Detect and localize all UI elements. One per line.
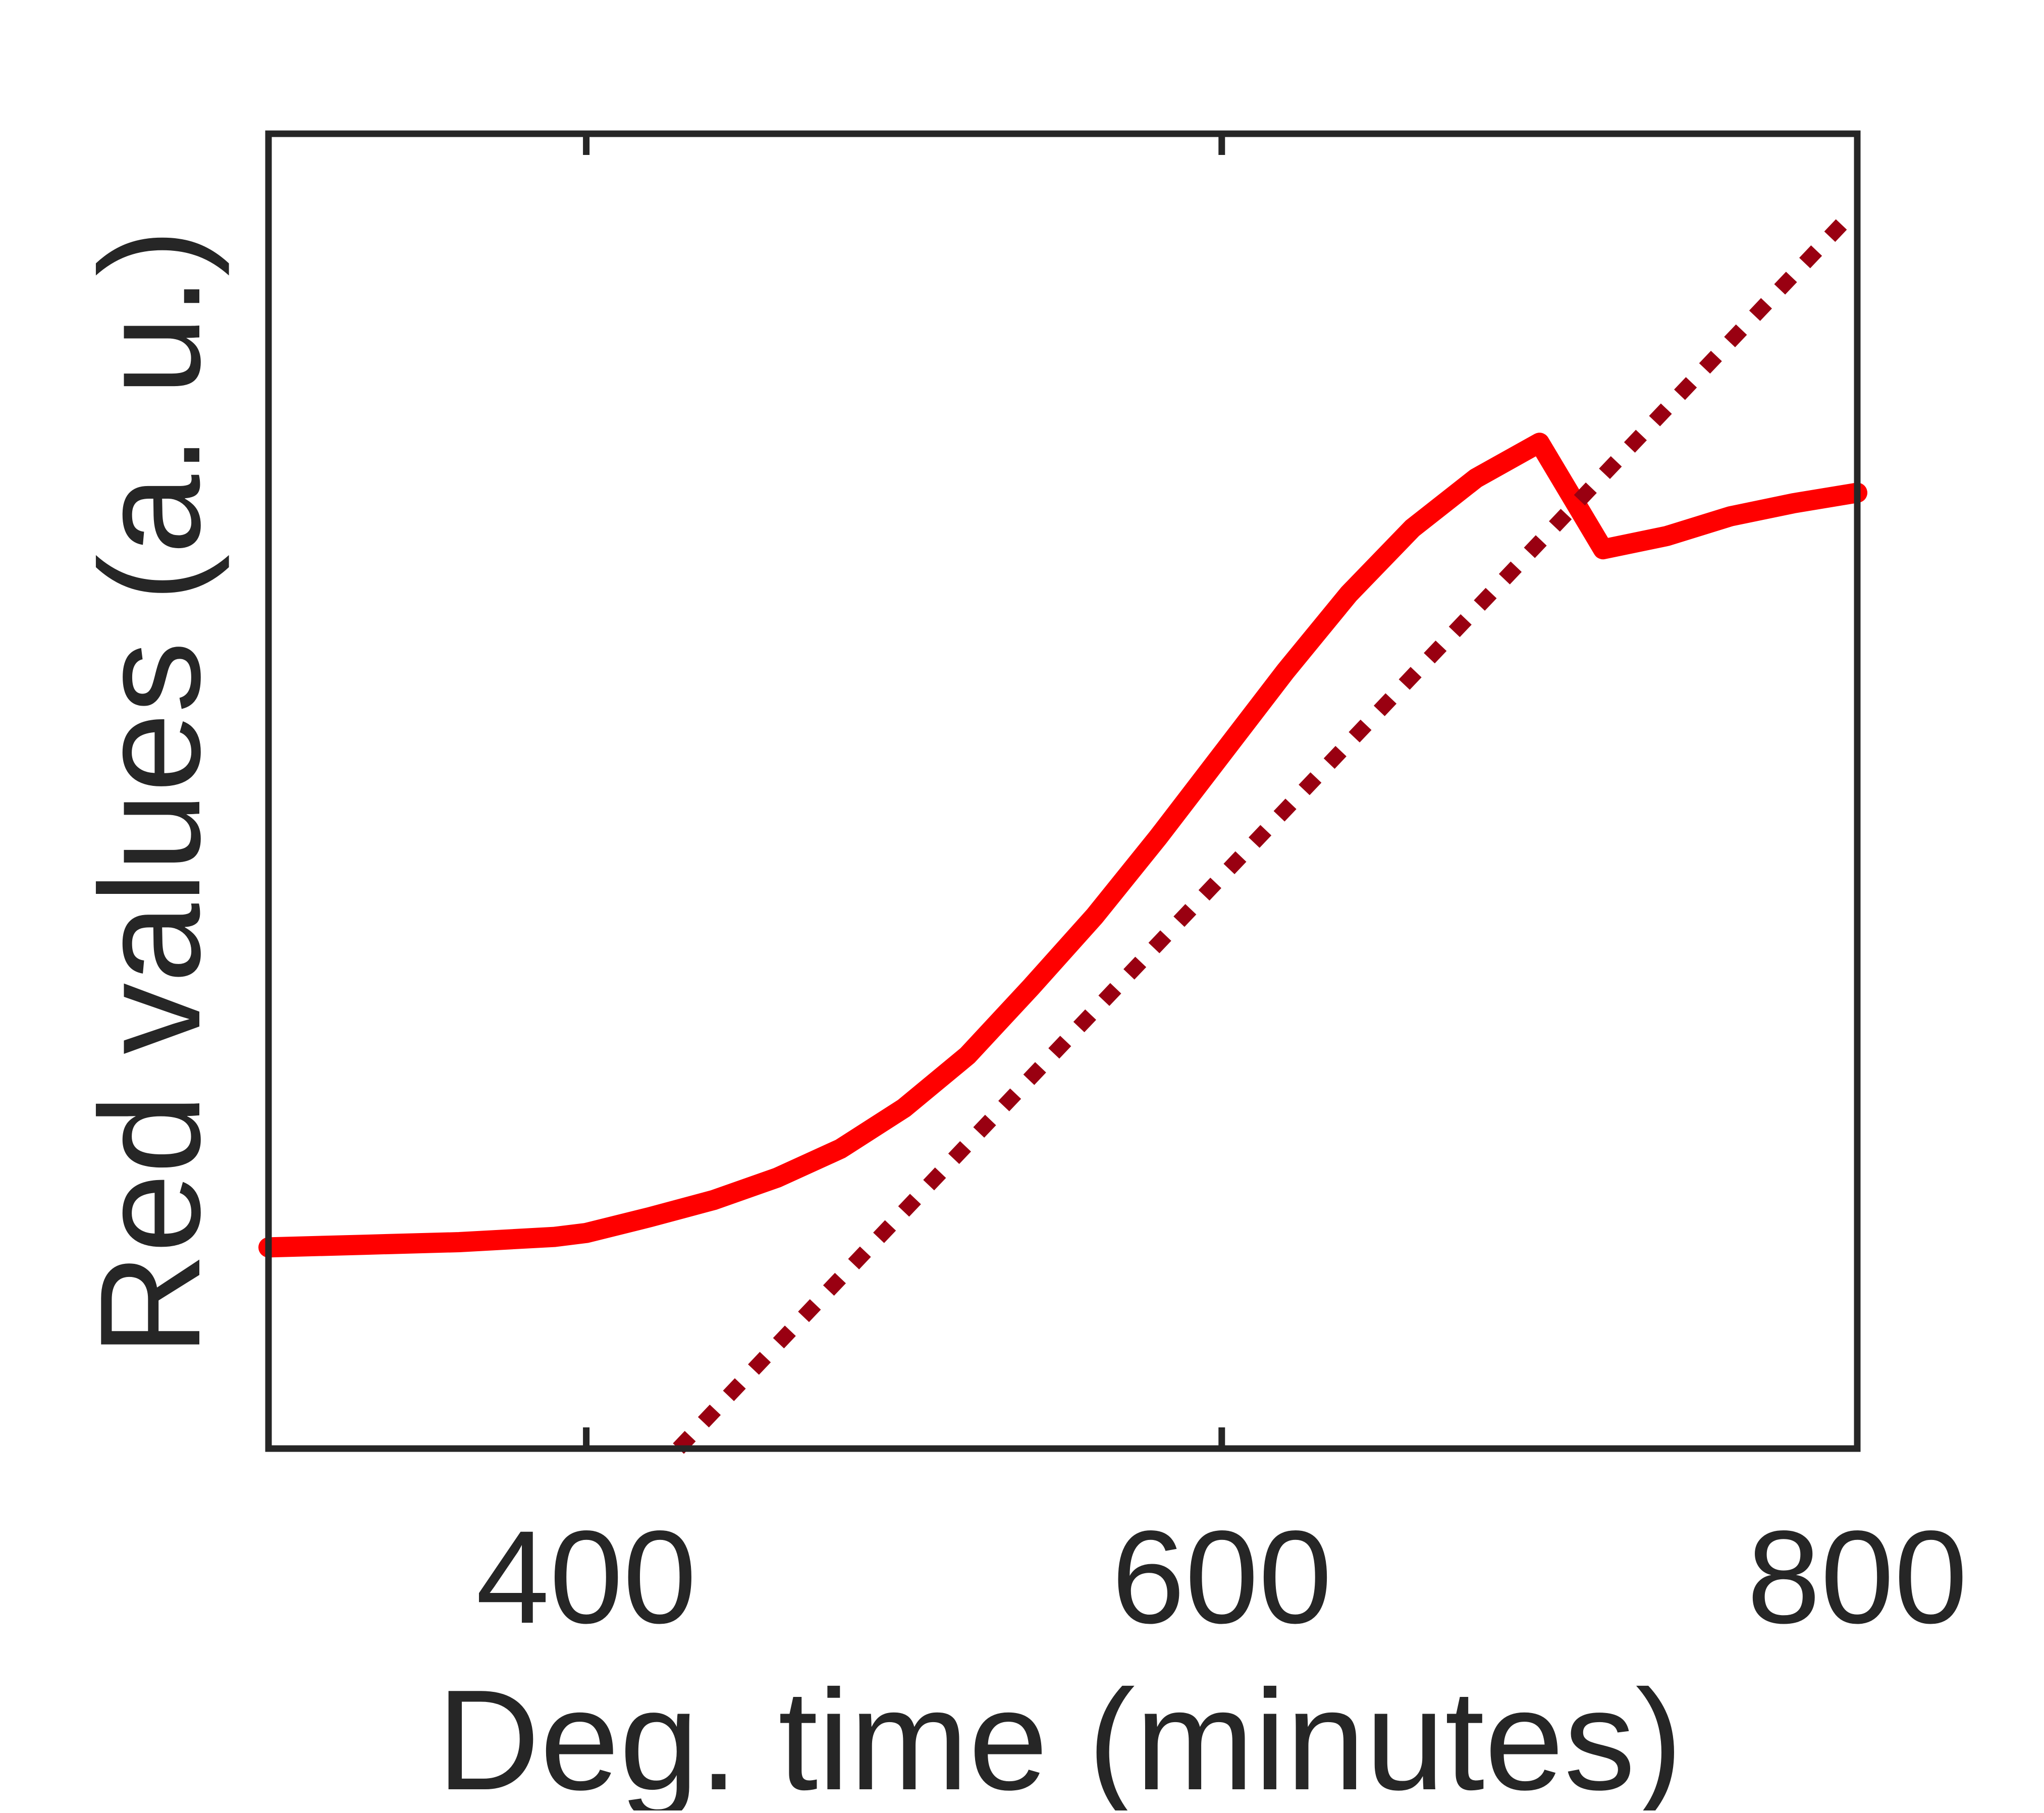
x-axis-label: Deg. time (minutes) — [437, 1660, 1683, 1810]
tick-layer: 400 600 800 — [476, 134, 1968, 1651]
x-tick-label: 400 — [476, 1503, 696, 1651]
series-dotted-line — [673, 219, 1847, 1454]
x-tick-label: 800 — [1747, 1503, 1967, 1651]
plot-frame — [265, 130, 1861, 1452]
y-axis-label: Red values (a. u.) — [70, 229, 231, 1356]
series-solid-line — [258, 433, 1867, 1258]
x-tick-label: 600 — [1111, 1503, 1332, 1651]
series-layer — [258, 219, 1867, 1454]
